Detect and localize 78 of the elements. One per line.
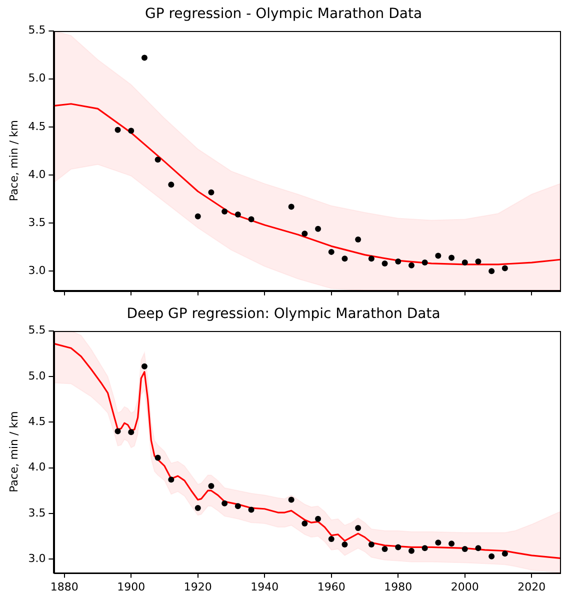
- point: [234, 211, 241, 218]
- point: [208, 189, 214, 196]
- x-tick-label: 1900: [117, 580, 146, 594]
- point: [488, 268, 495, 274]
- y-tick-label: 3.5: [28, 216, 46, 229]
- point: [475, 258, 482, 265]
- point: [395, 544, 402, 550]
- x-tick-label: 1920: [184, 580, 212, 594]
- point: [488, 553, 495, 560]
- point: [208, 483, 214, 490]
- point: [395, 258, 402, 265]
- point: [355, 525, 362, 532]
- point: [288, 204, 294, 210]
- point: [475, 545, 482, 552]
- y-tick-label: 3.0: [28, 264, 46, 278]
- point: [435, 252, 442, 259]
- point: [408, 262, 414, 268]
- point: [448, 540, 455, 547]
- point: [168, 476, 174, 483]
- y-tick-label: 4.5: [28, 120, 46, 133]
- point: [315, 516, 322, 522]
- point: [248, 506, 254, 513]
- point: [462, 260, 468, 266]
- point: [128, 128, 134, 134]
- point: [502, 550, 508, 557]
- y-tick-label: 3.5: [28, 506, 46, 520]
- point: [422, 545, 428, 552]
- chart-title: GP regression - Olympic Marathon Data: [144, 6, 422, 22]
- point: [315, 226, 322, 232]
- point: [408, 548, 414, 554]
- point: [141, 363, 148, 370]
- y-axis-title: Pace, min / km: [7, 411, 20, 492]
- y-tick-label: 4.0: [28, 460, 46, 474]
- point: [368, 541, 374, 548]
- point: [422, 260, 428, 266]
- chart-title: Deep GP regression: Olympic Marathon Data: [126, 306, 440, 322]
- point: [168, 182, 174, 188]
- x-tick-label: 2000: [450, 580, 479, 594]
- point: [355, 236, 362, 242]
- point: [302, 520, 308, 526]
- point: [114, 126, 121, 133]
- point: [302, 230, 308, 237]
- y-tick-label: 4.0: [28, 168, 46, 181]
- point: [448, 254, 455, 261]
- point: [234, 503, 241, 510]
- point: [342, 256, 348, 262]
- point: [382, 260, 388, 266]
- point: [248, 216, 254, 222]
- point: [154, 454, 161, 461]
- point: [328, 536, 334, 542]
- x-tick-label: 1960: [317, 580, 346, 594]
- point: [462, 546, 468, 552]
- point: [502, 265, 508, 272]
- point: [194, 504, 201, 511]
- point: [128, 429, 134, 436]
- y-axis-title: Pace, min / km: [7, 120, 20, 202]
- x-tick-label: 1940: [250, 580, 279, 594]
- y-tick-label: 4.5: [28, 414, 46, 428]
- point: [328, 248, 334, 255]
- point: [382, 546, 388, 552]
- point: [141, 54, 148, 61]
- point: [114, 428, 121, 434]
- point: [222, 500, 228, 506]
- point: [342, 541, 348, 548]
- y-tick-label: 3.0: [28, 552, 46, 565]
- point: [154, 156, 161, 163]
- point: [222, 208, 228, 215]
- y-tick-label: 5.0: [28, 369, 46, 382]
- y-tick-label: 5.5: [28, 324, 46, 337]
- point: [288, 496, 294, 503]
- point: [435, 540, 442, 546]
- y-tick-label: 5.0: [28, 72, 46, 85]
- x-tick-label: 2020: [518, 580, 546, 594]
- point: [368, 256, 374, 262]
- x-tick-label: 1880: [50, 580, 78, 594]
- point: [194, 213, 201, 220]
- x-tick-label: 1980: [384, 580, 412, 594]
- y-tick-label: 5.5: [28, 24, 46, 37]
